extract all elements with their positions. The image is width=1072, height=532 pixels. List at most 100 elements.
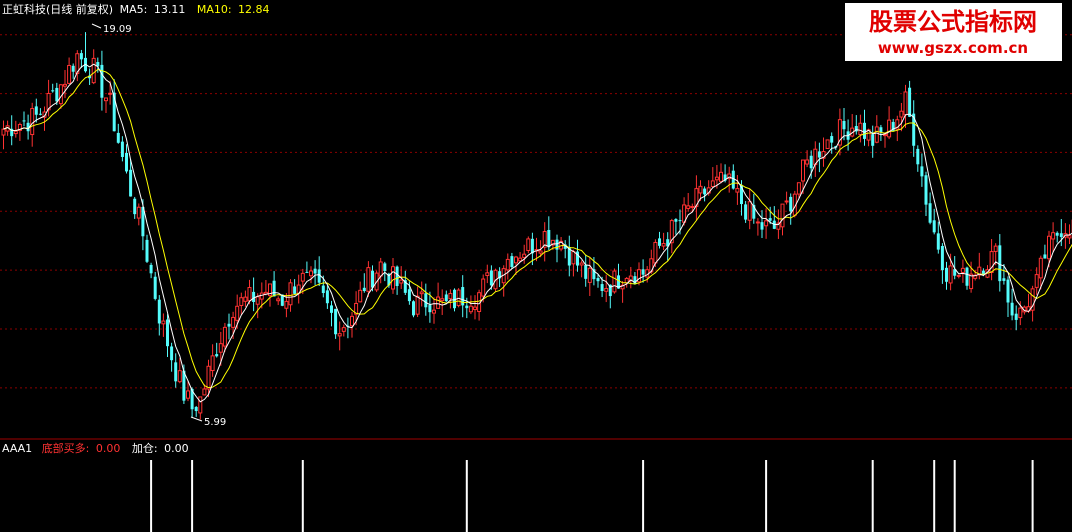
candle-down [227, 323, 231, 327]
candle-down [940, 246, 944, 271]
ma5-label: MA5: [120, 3, 148, 16]
candle-up [42, 111, 47, 118]
indicator-header: AAA1 底部买多: 0.00 加仓: 0.00 [2, 441, 189, 455]
candle-up [436, 296, 441, 309]
ma10-label: MA10: [197, 3, 232, 16]
candle-down [854, 126, 858, 132]
candle-down [444, 294, 448, 302]
candle-up [1047, 235, 1051, 260]
candle-down [34, 106, 38, 115]
candle-up [780, 203, 785, 228]
candle-up [550, 239, 555, 246]
candle-down [293, 286, 297, 294]
candle-down [576, 251, 579, 266]
candle-up [686, 205, 691, 209]
candle-up [522, 253, 527, 258]
candle-down [1059, 233, 1063, 237]
add-value: 0.00 [164, 442, 189, 455]
watermark-background [845, 3, 1062, 61]
candle-down [174, 362, 178, 382]
candle-down [194, 406, 198, 412]
candle-up [825, 139, 830, 149]
candle-down [280, 294, 284, 306]
candle-down [592, 269, 596, 280]
ma10-value: 12.84 [238, 3, 270, 16]
candle-down [928, 203, 932, 223]
candle-up [805, 159, 810, 165]
candle-up [571, 251, 576, 265]
candle-down [424, 293, 428, 308]
candle-down [1002, 278, 1006, 281]
candle-up [440, 298, 445, 302]
candle-up [30, 108, 35, 136]
candle-up [682, 204, 687, 223]
candle-down [157, 299, 161, 324]
candle-up [177, 370, 182, 383]
candle-down [215, 354, 219, 357]
candle-up [505, 258, 510, 271]
candle-up [620, 284, 625, 290]
candle-down [182, 370, 186, 401]
candle-down [563, 244, 567, 249]
candle-up [796, 182, 801, 195]
candle-down [88, 75, 92, 79]
candle-up [956, 274, 961, 277]
candle-down [96, 62, 100, 67]
candle-down [428, 305, 432, 313]
candle-down [908, 87, 912, 117]
candlesticks [1, 32, 1072, 420]
stock-name: 正虹科技(日线 前复权) [2, 2, 113, 16]
candle-up [710, 180, 715, 188]
candle-down [633, 276, 637, 285]
candle-down [334, 308, 338, 335]
candle-down [731, 170, 735, 189]
candle-up [1051, 232, 1056, 240]
candle-down [116, 132, 120, 143]
chart-header: 正虹科技(日线 前复权) MA5: 13.11 MA10: 12.84 [2, 2, 270, 16]
candle-down [1014, 313, 1018, 320]
candle-down [998, 245, 1002, 282]
candle-down [871, 134, 875, 146]
candle-up [690, 206, 695, 209]
candle-down [596, 278, 600, 282]
candle-down [272, 280, 276, 297]
candle-down [703, 188, 707, 195]
candle-down [555, 239, 559, 250]
candle-up [993, 245, 998, 252]
indicator-name: AAA1 [2, 442, 32, 455]
candle-up [1018, 307, 1023, 319]
candle-down [149, 264, 153, 274]
candle-down [26, 122, 30, 132]
candle-up [637, 269, 641, 283]
candle-up [186, 390, 190, 399]
candle-up [895, 119, 900, 130]
candle-up [887, 119, 892, 138]
candle-up [415, 295, 420, 315]
candle-down [817, 151, 821, 158]
candle-down [453, 289, 456, 309]
candle-down [530, 238, 534, 254]
candle-up [719, 171, 723, 182]
candle-up [698, 185, 703, 194]
candle-up [222, 326, 227, 347]
candle-up [350, 315, 354, 327]
candle-down [678, 220, 682, 222]
ma5-line [3, 63, 1072, 403]
candle-up [284, 300, 289, 309]
candle-down [547, 229, 551, 248]
candle-down [313, 268, 317, 274]
candle-down [744, 204, 748, 220]
candle-down [608, 284, 612, 297]
candle-down [79, 53, 83, 60]
candle-down [120, 141, 124, 157]
candle-up [75, 53, 80, 74]
candle-up [948, 265, 953, 284]
candle-up [514, 256, 518, 264]
candle-down [387, 273, 391, 286]
candle-down [252, 291, 256, 303]
candle-up [276, 298, 281, 302]
candle-up [399, 279, 404, 284]
candle-up [136, 206, 141, 219]
candle-up [481, 278, 486, 297]
candle-up [58, 84, 63, 105]
